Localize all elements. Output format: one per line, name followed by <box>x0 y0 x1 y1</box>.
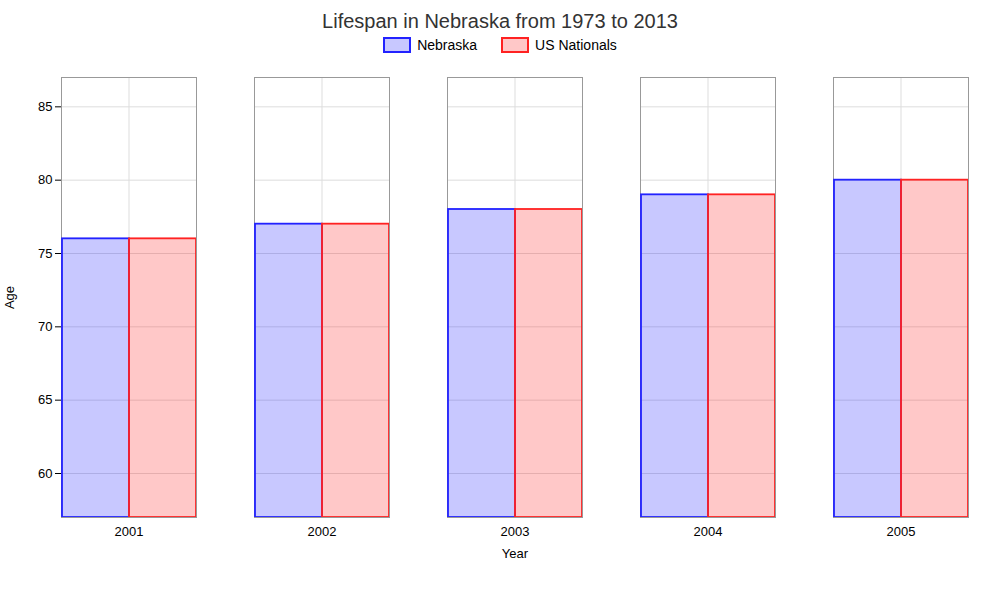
svg-text:2003: 2003 <box>501 524 530 539</box>
svg-text:Year: Year <box>502 546 529 561</box>
svg-text:80: 80 <box>38 172 52 187</box>
svg-text:60: 60 <box>38 466 52 481</box>
svg-text:2001: 2001 <box>115 524 144 539</box>
html-text:US Nationals: US Nationals <box>535 37 617 53</box>
svg-text:2002: 2002 <box>308 524 337 539</box>
svg-text:2005: 2005 <box>887 524 916 539</box>
svg-text:65: 65 <box>38 392 52 407</box>
svg-text:75: 75 <box>38 246 52 261</box>
svg-text:70: 70 <box>38 319 52 334</box>
svg-text:2004: 2004 <box>694 524 723 539</box>
html-text:Lifespan in Nebraska from 1973: Lifespan in Nebraska from 1973 to 2013 <box>322 10 678 32</box>
html-text:Nebraska: Nebraska <box>417 37 478 53</box>
svg-text:Age: Age <box>2 286 17 309</box>
svg-text:85: 85 <box>38 99 52 114</box>
